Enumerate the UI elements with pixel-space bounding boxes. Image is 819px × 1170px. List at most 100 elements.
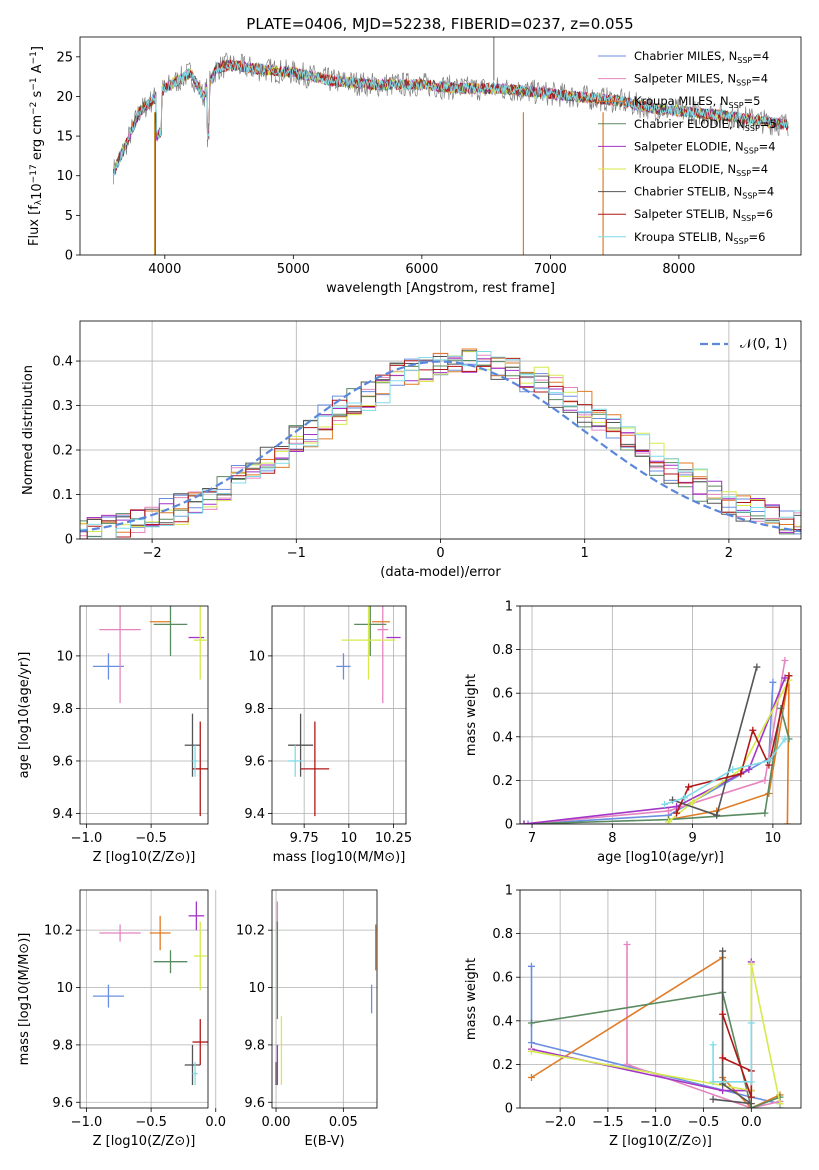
legend-label-main: Kroupa STELIB, N <box>634 230 734 244</box>
massweight-vs-age-panel: 7 8 9 10 0 0.2 0.4 0.6 0.8 1 age [log10(age/yr)] ma… <box>464 600 802 865</box>
spectrum-panel: 4000 5000 6000 7000 8000 0 5 10 15 20 25 wavelength… <box>27 36 802 296</box>
x-tick-label: −1.0 <box>640 1115 672 1130</box>
weight-marker <box>520 820 528 824</box>
y-tick-label: 20 <box>56 90 73 105</box>
weight-marker <box>747 960 755 968</box>
histogram-step <box>80 348 801 533</box>
axes-frame <box>79 605 209 825</box>
y-axis-label: Flux [fλ10−17 erg cm−2 s−1 A−1] <box>27 46 45 246</box>
legend-label: Salpeter MILES, NSSP=4 <box>634 72 768 88</box>
y-tick-label: 15 <box>56 130 73 145</box>
x-tick-label: 8000 <box>662 262 695 277</box>
y-tick-label: 5 <box>65 209 73 224</box>
y-label-part: −2 <box>29 102 39 115</box>
legend-label-main: Chabrier MILES, N <box>634 49 737 63</box>
y-tick-label: 10 <box>248 649 265 664</box>
y-tick-label: 0 <box>65 533 73 548</box>
x-tick-label: −0.5 <box>688 1115 720 1130</box>
x-tick-label: 0 <box>436 546 444 561</box>
y-label-part: ] <box>30 46 45 51</box>
y-tick-label: 10 <box>56 169 73 184</box>
mass-vs-metallicity-panel: −1.0 −0.5 0.0 9.6 9.8 10 10.2 Z [log10(Z/Z⊙)] ma… <box>17 889 226 1149</box>
y-tick-label: 9.8 <box>244 1038 265 1053</box>
weight-marker <box>527 1039 535 1047</box>
x-tick-label: −1.5 <box>592 1115 624 1130</box>
x-axis-label: Z [log10(Z/Z⊙)] <box>93 1134 196 1149</box>
y-label-part: erg cm <box>30 115 45 164</box>
legend-label-suffix: =5 <box>744 94 761 108</box>
x-axis-label: (data-model)/error <box>380 565 501 580</box>
x-tick-label: 10.25 <box>375 831 412 846</box>
weight-marker <box>685 783 693 791</box>
x-tick-label: 0.05 <box>329 1115 358 1130</box>
y-tick-label: 0.6 <box>492 971 513 986</box>
weight-marker <box>776 1093 784 1101</box>
legend-label-suffix: =4 <box>757 185 774 199</box>
legend-label-sub: SSP <box>737 56 752 65</box>
y-tick-label: 0.3 <box>52 399 73 414</box>
age-vs-mass-panel: 9.75 10 10.25 9.4 9.6 9.8 10 mass [log10(M/M⊙)] <box>244 605 412 865</box>
weight-marker <box>527 962 535 970</box>
x-tick-label: 0.00 <box>262 1115 291 1130</box>
weight-marker <box>524 820 532 824</box>
y-tick-label: 0.1 <box>52 488 73 503</box>
x-axis-label: wavelength [Angstrom, rest frame] <box>326 281 555 296</box>
axes-frame <box>79 36 802 256</box>
weight-marker <box>745 766 753 773</box>
y-axis-label: mass weight <box>464 674 479 756</box>
weight-marker <box>765 757 773 765</box>
legend-label-suffix: =6 <box>756 207 773 221</box>
y-label-part: A <box>30 64 45 77</box>
y-tick-label: 0.8 <box>492 927 513 942</box>
weight-line <box>712 1023 753 1083</box>
y-tick-label: 9.6 <box>52 754 73 769</box>
x-tick-label: −0.5 <box>135 831 167 846</box>
x-axis-label: mass [log10(M/M⊙)] <box>273 850 406 865</box>
histogram-step <box>80 357 801 534</box>
x-tick-label: 9.75 <box>290 831 319 846</box>
weight-line <box>527 682 774 824</box>
y-label-part: s <box>30 90 45 101</box>
weight-line <box>523 677 786 824</box>
weight-marker <box>776 1100 784 1108</box>
weight-lines <box>527 941 784 1108</box>
y-tick-label: 0.8 <box>492 643 513 658</box>
x-axis-label: Z [log10(Z/Z⊙)] <box>93 850 196 865</box>
axes-frame <box>519 605 802 825</box>
y-tick-label: 9.8 <box>52 702 73 717</box>
weight-marker <box>689 798 697 806</box>
weight-marker <box>781 735 789 743</box>
weight-line <box>675 675 790 814</box>
x-tick-label: 7 <box>528 831 536 846</box>
x-tick-label: −1 <box>287 546 306 561</box>
weight-marker <box>761 776 769 784</box>
legend-label-main: Chabrier ELODIE, N <box>634 117 745 131</box>
x-tick-label: 10 <box>341 831 358 846</box>
histogram-lines <box>80 348 801 539</box>
y-tick-label: 9.4 <box>244 807 265 822</box>
residuals-panel: −2 −1 0 1 2 0 0.1 0.2 0.3 0.4 (data-model)/error No… <box>21 320 802 580</box>
x-tick-label: −2 <box>143 546 162 561</box>
weight-marker <box>527 1073 535 1081</box>
x-tick-label: 0.0 <box>741 1115 762 1130</box>
y-tick-label: 9.4 <box>52 807 73 822</box>
y-tick-label: 10 <box>56 981 73 996</box>
y-label-part: −1 <box>29 51 39 64</box>
errorbars <box>288 606 401 817</box>
legend-label-suffix: =4 <box>751 72 768 86</box>
legend-label-sub: SSP <box>745 124 760 133</box>
x-axis-label: Z [log10(Z/Z⊙)] <box>609 1134 712 1149</box>
y-tick-label: 9.6 <box>52 1096 73 1111</box>
y-tick-label: 0 <box>505 1102 513 1117</box>
y-axis-label: Normed distribution <box>21 365 36 495</box>
legend-label: Chabrier MILES, NSSP=4 <box>634 49 769 65</box>
weight-marker <box>527 1019 535 1027</box>
y-axis-label: mass weight <box>464 958 479 1040</box>
weight-marker <box>709 1078 717 1086</box>
x-axis-label: E(B-V) <box>304 1134 344 1149</box>
weight-marker <box>665 818 673 824</box>
legend-label-sub: SSP <box>741 214 756 223</box>
axes-frame <box>79 320 802 540</box>
weight-marker <box>673 809 681 817</box>
